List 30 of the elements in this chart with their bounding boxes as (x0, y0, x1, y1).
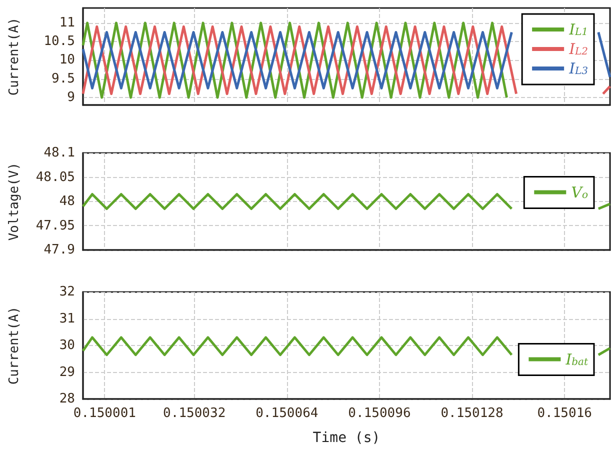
legend-label: Vo (571, 183, 588, 202)
y-tick-label: 48.05 (36, 170, 75, 185)
y-tick-label: 47.95 (36, 218, 75, 234)
y-axis-title: Voltage(V) (7, 162, 22, 241)
x-tick-label: 0.150001 (73, 406, 136, 421)
legend-label: IL3 (568, 60, 588, 78)
y-tick-label: 28 (59, 392, 75, 406)
y-tick-label: 10.5 (44, 34, 75, 50)
y-tick-label: 48 (59, 194, 75, 209)
x-tick-label: 0.150096 (348, 406, 411, 421)
legend-label: IL2 (568, 40, 588, 58)
x-tick-label: 0.150032 (163, 406, 226, 421)
y-axis-title: Current(A) (7, 17, 22, 96)
x-tick-label: 0.150064 (256, 406, 318, 421)
x-tick-label: 0.150128 (440, 406, 504, 421)
y-tick-label: 9.5 (52, 71, 75, 86)
y-tick-label: 10 (59, 52, 75, 68)
y-tick-label: 48.1 (44, 146, 75, 160)
legend-label: IL1 (568, 20, 588, 38)
x-tick-label: 0.15016 (537, 406, 592, 421)
y-axis-title: Current(A) (7, 306, 22, 385)
x-axis-title: Time (s) (312, 430, 380, 446)
y-tick-label: 47.9 (44, 242, 75, 258)
y-tick-label: 31 (59, 311, 75, 326)
y-tick-label: 11 (59, 15, 75, 30)
legend-label: Ibat (564, 350, 589, 368)
y-tick-label: 29 (59, 364, 75, 380)
y-tick-label: 9 (67, 90, 75, 106)
y-tick-label: 30 (59, 338, 75, 353)
y-tick-label: 32 (59, 284, 75, 300)
